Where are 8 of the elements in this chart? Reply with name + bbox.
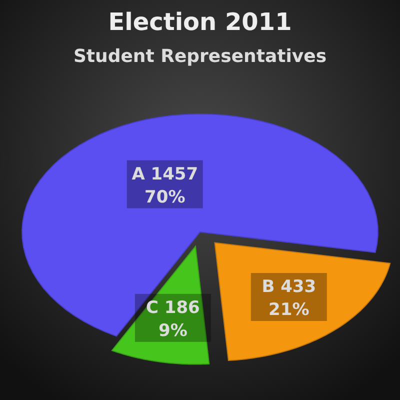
chart-title: Election 2011 bbox=[108, 8, 292, 36]
data-label: 21% bbox=[268, 300, 310, 320]
chart-subtitle: Student Representatives bbox=[73, 46, 327, 67]
data-label: 9% bbox=[158, 320, 188, 341]
slice-label: B 433 bbox=[262, 277, 316, 297]
data-label: 70% bbox=[144, 187, 186, 208]
slice-label: C 186 bbox=[146, 298, 200, 318]
slice-label: A 1457 bbox=[132, 164, 198, 184]
